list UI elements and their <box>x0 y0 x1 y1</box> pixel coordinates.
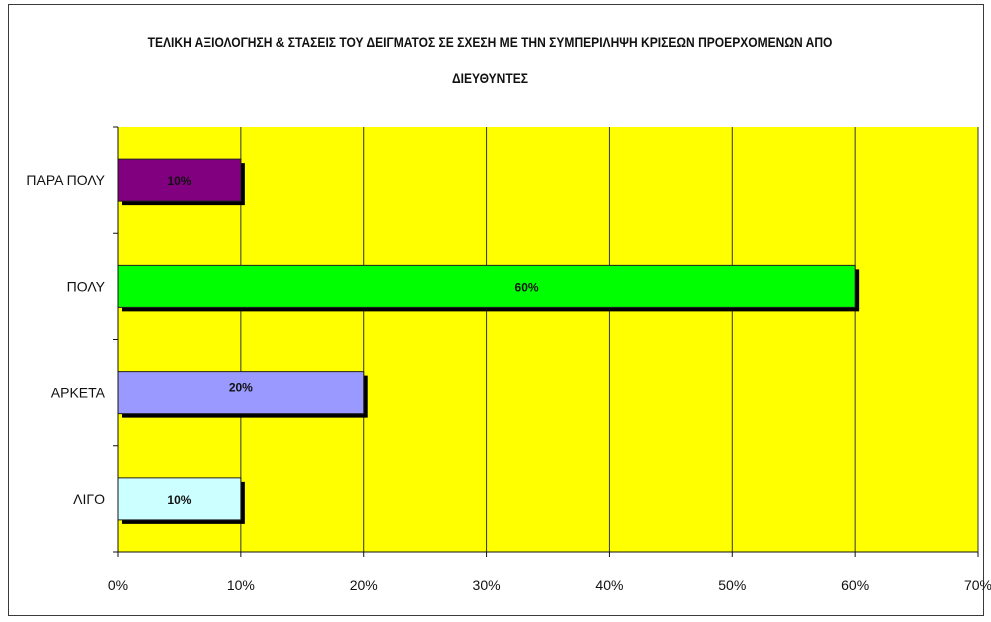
data-label: 10% <box>167 174 191 188</box>
bar <box>117 264 856 308</box>
x-tick-label: 30% <box>473 577 501 593</box>
data-label: 60% <box>515 280 539 294</box>
chart-title: ΤΕΛΙΚΗ ΑΞΙΟΛΟΓΗΣΗ & ΣΤΑΣΕΙΣ ΤΟΥ ΔΕΙΓΜΑΤΟ… <box>147 34 833 86</box>
data-label: 20% <box>229 381 253 395</box>
axes <box>113 126 979 557</box>
category-label: ΑΡΚΕΤΑ <box>51 385 106 401</box>
x-tick-label: 70% <box>964 577 991 593</box>
x-tick-label: 40% <box>595 577 623 593</box>
plot-area <box>118 127 978 552</box>
bars <box>117 158 860 524</box>
data-labels: 10% 60% 20% 10% <box>167 174 538 507</box>
data-label: 10% <box>167 493 191 507</box>
category-label: ΠΟΛΥ <box>67 278 106 294</box>
x-tick-label: 50% <box>718 577 746 593</box>
bar <box>117 477 242 521</box>
category-label: ΠΑΡΑ ΠΟΛΥ <box>26 172 105 188</box>
bar <box>117 371 365 415</box>
x-tick-label: 10% <box>227 577 255 593</box>
x-tick-labels: 0% 10% 20% 30% 40% 50% 60% 70% <box>108 577 991 593</box>
category-label: ΛΙΓΟ <box>73 491 105 507</box>
x-tick-label: 0% <box>108 577 128 593</box>
bar <box>117 158 242 202</box>
x-tick-label: 60% <box>841 577 869 593</box>
x-tick-label: 20% <box>350 577 378 593</box>
category-labels: ΠΑΡΑ ΠΟΛΥ ΠΟΛΥ ΑΡΚΕΤΑ ΛΙΓΟ <box>26 172 105 507</box>
